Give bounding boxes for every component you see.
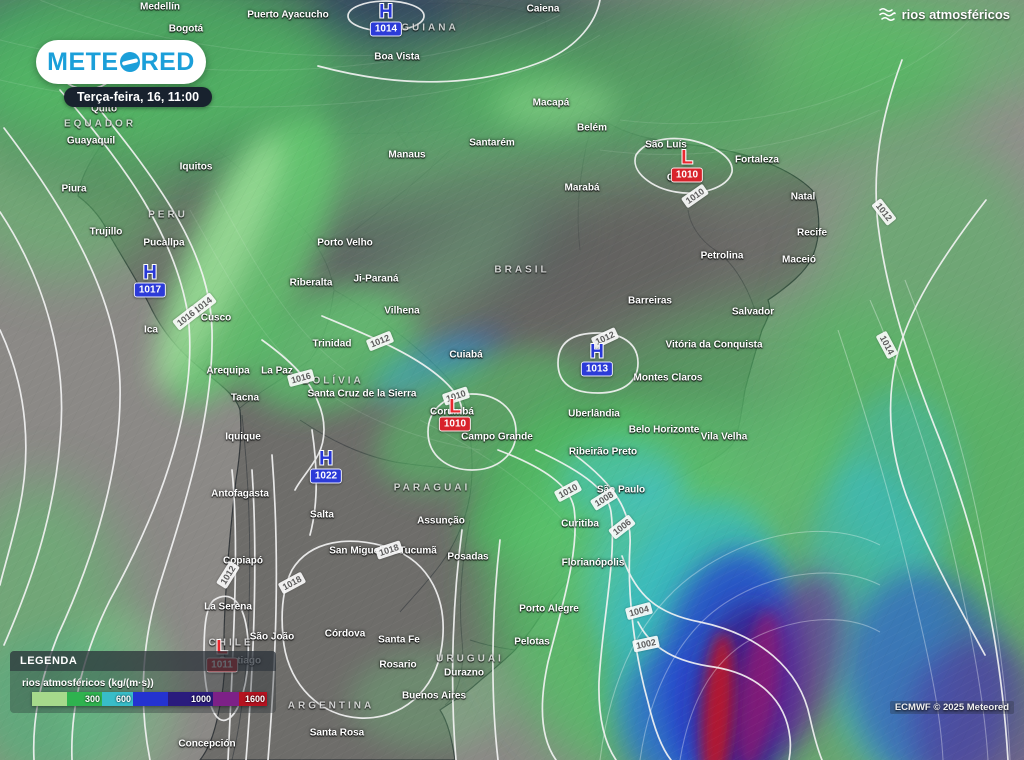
legend-color-segment	[133, 692, 168, 706]
logo-text-start: METE	[47, 47, 119, 76]
storm-streamlines	[599, 279, 1011, 760]
legend-scale-value: 1000	[190, 694, 211, 704]
legend-color-segment	[32, 692, 67, 706]
legend-color-segment: 1000	[168, 692, 213, 706]
legend-color-segment: 300	[67, 692, 102, 706]
legend-scale-value: 1600	[244, 694, 265, 704]
legend-color-segment: 1600	[239, 692, 267, 706]
legend-scale-label: rios atmosféricos (kg/(m·s))	[22, 678, 154, 689]
datetime-badge: Terça-feira, 16, 11:00	[64, 87, 213, 107]
meteored-logo[interactable]: METE RED	[36, 40, 206, 84]
legend-color-segment	[213, 692, 239, 706]
legend-color-segment: 600	[102, 692, 133, 706]
wind-layers-icon	[878, 8, 896, 21]
legend-color-scale: 300 600 1000 1600	[32, 692, 267, 706]
legend-scale-value: 300	[84, 694, 100, 704]
layer-label-text: rios atmosféricos	[901, 7, 1010, 22]
layer-indicator: rios atmosféricos	[878, 7, 1010, 22]
legend-panel: LEGENDA rios atmosféricos (kg/(m·s)) 300…	[10, 651, 276, 713]
logo-o-icon	[119, 52, 140, 72]
legend-title: LEGENDA	[10, 651, 276, 671]
logo-text-end: RED	[140, 47, 195, 76]
legend-scale-value: 600	[115, 694, 131, 704]
attribution-text: ECMWF © 2025 Meteored	[889, 701, 1014, 714]
